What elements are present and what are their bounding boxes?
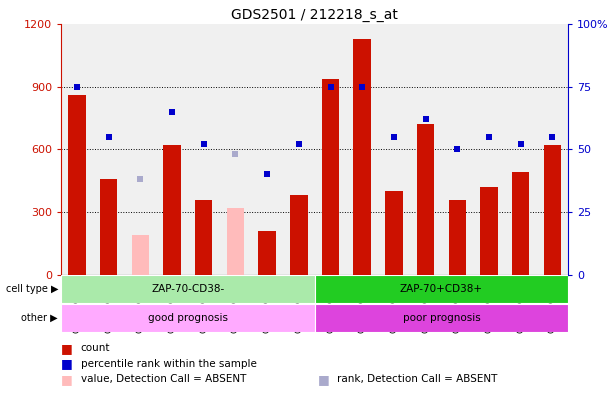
Bar <box>290 195 307 275</box>
Bar <box>195 200 213 275</box>
Bar <box>131 235 149 275</box>
Bar <box>385 191 403 275</box>
Title: GDS2501 / 212218_s_at: GDS2501 / 212218_s_at <box>231 8 398 22</box>
Bar <box>61 275 315 303</box>
Bar <box>448 200 466 275</box>
Text: ■: ■ <box>61 357 73 370</box>
Bar <box>68 95 86 275</box>
Text: ZAP-70-CD38-: ZAP-70-CD38- <box>152 284 224 294</box>
Bar <box>258 231 276 275</box>
Text: cell type ▶: cell type ▶ <box>5 284 58 294</box>
Bar <box>544 145 561 275</box>
Bar <box>315 275 568 303</box>
Text: percentile rank within the sample: percentile rank within the sample <box>81 359 257 369</box>
Text: good prognosis: good prognosis <box>148 313 228 323</box>
Bar <box>315 304 568 332</box>
Text: ■: ■ <box>318 373 329 386</box>
Text: ■: ■ <box>61 373 73 386</box>
Text: other ▶: other ▶ <box>21 313 58 323</box>
Text: value, Detection Call = ABSENT: value, Detection Call = ABSENT <box>81 374 246 384</box>
Text: count: count <box>81 343 110 353</box>
Text: poor prognosis: poor prognosis <box>403 313 480 323</box>
Bar <box>417 124 434 275</box>
Text: ZAP-70+CD38+: ZAP-70+CD38+ <box>400 284 483 294</box>
Bar <box>163 145 181 275</box>
Text: rank, Detection Call = ABSENT: rank, Detection Call = ABSENT <box>337 374 497 384</box>
Bar <box>322 79 339 275</box>
Bar <box>512 173 529 275</box>
Text: ■: ■ <box>61 342 73 355</box>
Bar <box>354 39 371 275</box>
Bar <box>227 208 244 275</box>
Bar <box>480 187 498 275</box>
Bar <box>61 304 315 332</box>
Bar <box>100 179 117 275</box>
